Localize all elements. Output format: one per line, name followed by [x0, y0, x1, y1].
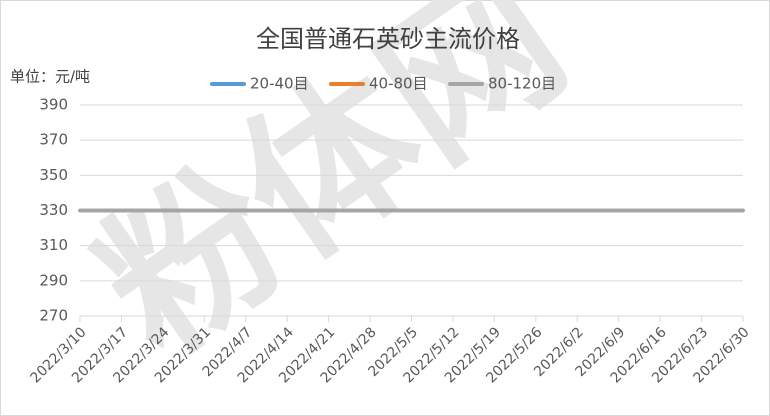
legend-label: 80-120目 — [488, 75, 556, 93]
y-tick-label: 310 — [39, 236, 68, 254]
y-tick-label: 350 — [39, 166, 68, 184]
y-tick-label: 330 — [39, 201, 68, 219]
chart-title: 全国普通石英砂主流价格 — [256, 25, 520, 53]
unit-label: 单位：元/吨 — [10, 68, 90, 86]
y-tick-label: 390 — [39, 96, 68, 114]
legend-label: 20-40目 — [250, 75, 309, 93]
y-tick-label: 270 — [39, 307, 68, 325]
legend-label: 40-80目 — [369, 75, 428, 93]
y-tick-label: 370 — [39, 131, 68, 149]
y-tick-label: 290 — [39, 271, 68, 289]
